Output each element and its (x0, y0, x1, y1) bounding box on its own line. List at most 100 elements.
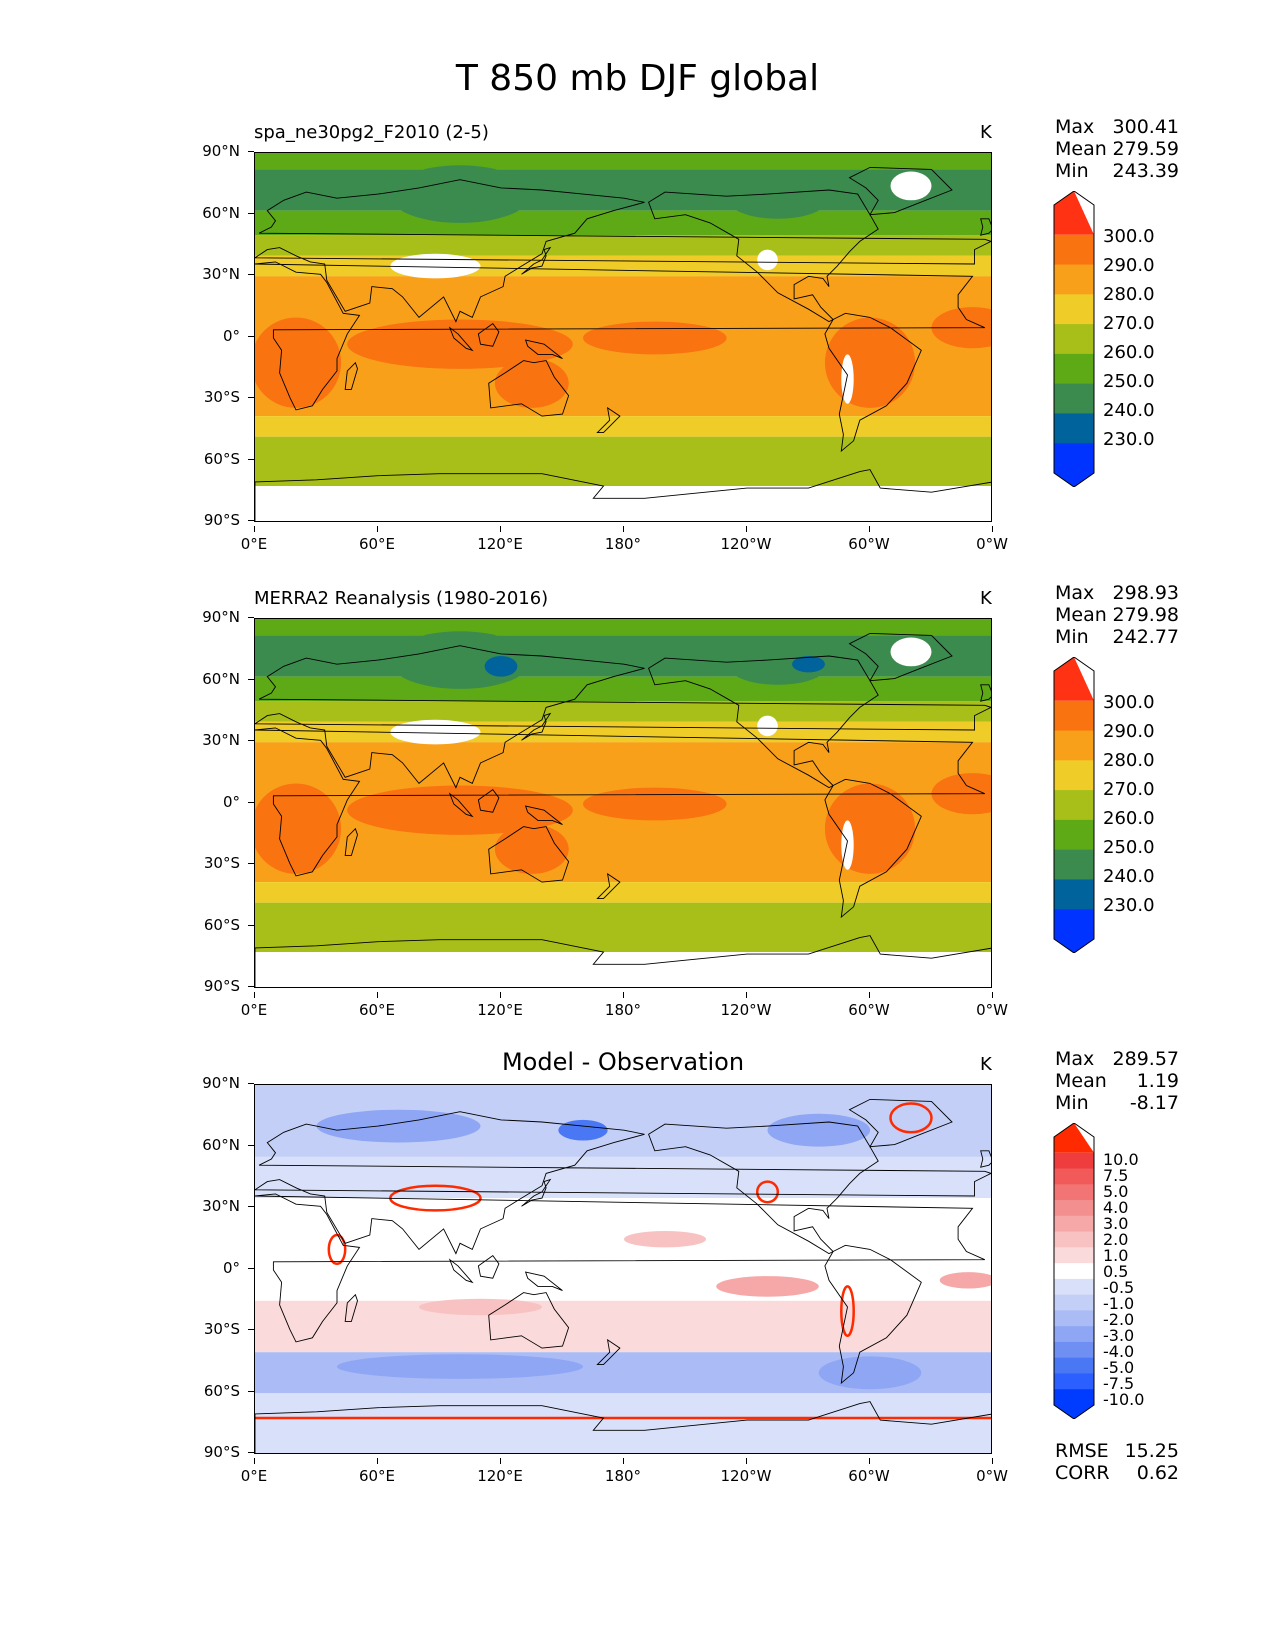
lat-tick: 90°N (180, 608, 254, 626)
field-band (255, 676, 991, 702)
lon-tick: 120°W (706, 1458, 786, 1485)
field-warm-anomaly (716, 1276, 819, 1297)
stat-label: Min (1055, 1092, 1089, 1114)
colorbar-cell (1054, 909, 1094, 953)
colorbar-cell (1054, 1278, 1094, 1296)
colorbar-label: 300.0 (1103, 692, 1155, 713)
figure-title: T 850 mb DJF global (455, 58, 820, 99)
field-cold-anomaly (558, 1119, 608, 1141)
coastline-africa (255, 1193, 985, 1343)
coastline-japan (521, 1178, 552, 1207)
colorbar-label: 270.0 (1103, 779, 1155, 800)
lat-tick: 60°N (180, 204, 254, 222)
lat-tick: 30°N (180, 731, 254, 749)
panel-difference: Model - Observation K 90°N 60°N 30°N 0° … (0, 932, 1275, 1485)
panel-subtitle: spa_ne30pg2_F2010 (2-5) (254, 122, 489, 143)
corr-value: 0.62 (1136, 1462, 1179, 1484)
map-area (254, 152, 992, 522)
anomaly-rim (327, 1233, 347, 1266)
colorbar-cell (1054, 383, 1094, 414)
colorbar-cell (1054, 294, 1094, 325)
stat-value: 1.19 (1136, 1070, 1179, 1092)
mask-antarctica (255, 486, 991, 521)
coastline-madagascar (344, 361, 358, 390)
colorbar-label: 260.0 (1103, 808, 1155, 829)
colorbar-label: 270.0 (1103, 313, 1155, 334)
lat-tick: 0° (180, 327, 254, 345)
field-band (255, 1239, 991, 1301)
anomaly-rim (840, 1285, 855, 1338)
field-warm-africa (255, 317, 342, 408)
colorbar-cell (1054, 819, 1094, 851)
colorbar-cell (1054, 324, 1094, 355)
coastline-borneo (477, 322, 500, 347)
stat-label: Max (1055, 116, 1095, 138)
panel-subtitle: MERRA2 Reanalysis (1980-2016) (254, 588, 549, 609)
lat-tick: 60°S (180, 1382, 254, 1400)
colorbar-label: 240.0 (1103, 400, 1155, 421)
field-band (255, 169, 991, 211)
coastline-newzealand (596, 1338, 621, 1366)
stat-label: Max (1055, 1048, 1095, 1070)
lat-tick: 60°S (180, 450, 254, 468)
mask-tibet (390, 719, 481, 745)
colorbar-cell (1054, 353, 1094, 385)
colorbar-cell (1054, 1200, 1094, 1217)
coastline-sumatra (448, 326, 474, 352)
anomaly-rim (889, 1102, 933, 1134)
coastline-eurasia (255, 179, 991, 323)
field-cold-canada (726, 177, 830, 219)
field-cold-core (792, 656, 825, 673)
lon-tick: 180° (583, 1458, 663, 1485)
stat-label: Min (1055, 160, 1089, 182)
colorbar-label: 290.0 (1103, 721, 1155, 742)
field-band (255, 210, 991, 236)
field-warm-samerica (824, 317, 916, 408)
colorbar-cell (1054, 1168, 1094, 1185)
field-band (255, 416, 991, 437)
field-warm-pacific (583, 787, 727, 821)
field-cold-core (484, 656, 518, 677)
coastline-namerica (648, 655, 879, 789)
colorbar-label: -5.0 (1103, 1358, 1135, 1377)
coastline-antarctica (255, 469, 991, 521)
colorbar (1053, 1123, 1095, 1419)
coastline-antarctica (255, 935, 991, 987)
lon-tick: 60°E (337, 992, 417, 1019)
coastline-namerica (648, 1121, 879, 1255)
field-cold-anomaly (767, 1113, 871, 1147)
colorbar-cell (1054, 700, 1094, 732)
colorbar (1053, 191, 1095, 487)
colorbar-label: 2.0 (1103, 1230, 1129, 1249)
field-warm-pacific (583, 321, 727, 355)
colorbar-label: -3.0 (1103, 1326, 1135, 1345)
lon-tick: 120°W (706, 992, 786, 1019)
colorbar-label: -7.5 (1103, 1374, 1135, 1393)
map-area (254, 1084, 992, 1454)
colorbar-label: 230.0 (1103, 429, 1155, 450)
coastline-newzealand (596, 406, 621, 434)
field-warm-samerica (824, 783, 916, 874)
field-warm-africa (255, 783, 342, 874)
stat-label: Mean (1055, 138, 1107, 160)
colorbar-cell (1054, 1247, 1094, 1264)
colorbar-outline (1053, 657, 1095, 953)
lat-tick: 30°N (180, 265, 254, 283)
lon-tick: 120°E (460, 526, 540, 553)
lat-tick: 90°N (180, 1074, 254, 1092)
colorbar-label: -10.0 (1103, 1390, 1145, 1409)
field-warm-anomaly (419, 1298, 542, 1316)
stat-value: 279.98 (1112, 604, 1179, 626)
coastline-australia (488, 826, 570, 883)
colorbar-label: 250.0 (1103, 837, 1155, 858)
colorbar (1053, 657, 1095, 953)
stats-block: Max 298.93 Mean 279.98 Min 242.77 (1055, 582, 1179, 648)
colorbar-cell (1054, 191, 1094, 235)
field-band (255, 153, 991, 170)
coastline-australia (488, 1292, 570, 1349)
colorbar-label: 240.0 (1103, 866, 1155, 887)
rmse-label: RMSE (1055, 1440, 1109, 1462)
stat-value: 279.59 (1112, 138, 1179, 160)
colorbar-cell (1054, 1389, 1094, 1419)
colorbar-cell (1054, 879, 1094, 910)
